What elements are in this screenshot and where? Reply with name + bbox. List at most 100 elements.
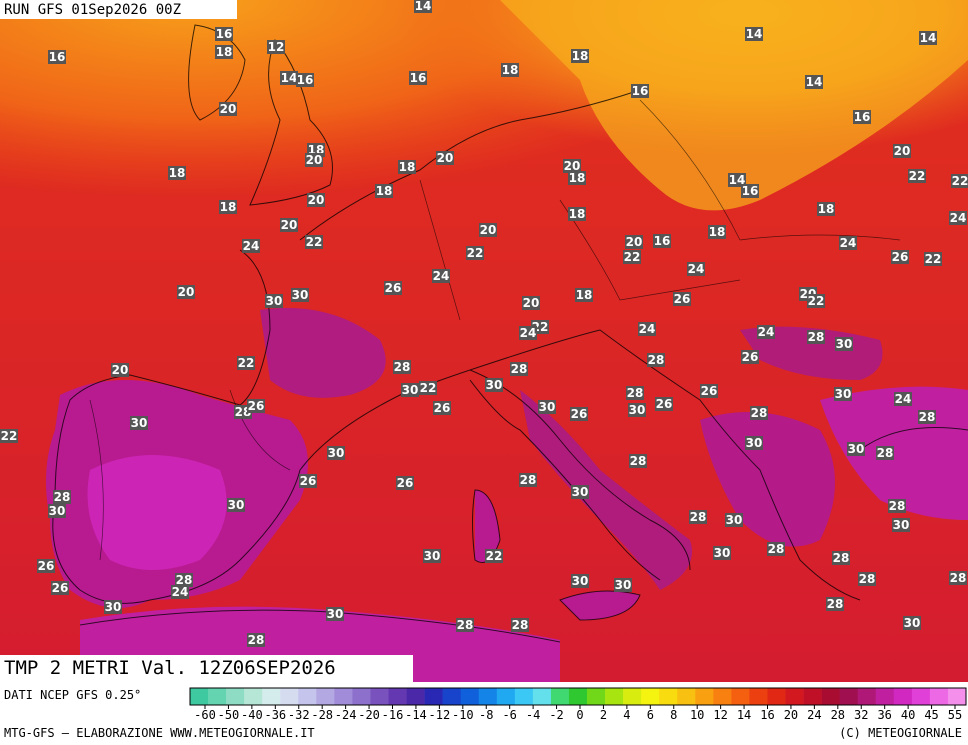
colorbar-swatch — [550, 688, 570, 705]
station-box — [393, 360, 411, 374]
station-box — [949, 211, 967, 225]
station: 14 — [805, 75, 823, 89]
station-box — [466, 246, 484, 260]
station-value: 30 — [266, 294, 283, 308]
station-value: 30 — [539, 400, 556, 414]
colorbar-label: 24 — [807, 708, 821, 722]
station: 22 — [951, 174, 968, 188]
station-box — [623, 250, 641, 264]
colorbar-swatch — [280, 688, 299, 705]
station-value: 18 — [572, 49, 589, 63]
station: 26 — [570, 407, 588, 421]
station-value: 20 — [480, 223, 497, 237]
station-box — [384, 281, 402, 295]
station-box — [111, 363, 129, 377]
station-value: 22 — [808, 294, 825, 308]
station-box — [219, 102, 237, 116]
station: 22 — [237, 356, 255, 370]
station: 30 — [571, 574, 589, 588]
station-box — [227, 498, 245, 512]
station-box — [951, 174, 968, 188]
colorbar-swatch — [911, 688, 931, 705]
station: 18 — [215, 45, 233, 59]
colorbar-swatch — [460, 688, 480, 705]
station: 30 — [326, 607, 344, 621]
station-value: 30 — [292, 288, 309, 302]
colorbar-swatch — [695, 688, 714, 705]
colorbar-swatch — [893, 688, 913, 705]
station: 24 — [242, 239, 260, 253]
colorbar-swatch — [803, 688, 822, 705]
station-box — [876, 446, 894, 460]
station-box — [511, 618, 529, 632]
station: 28 — [832, 551, 850, 565]
station-box — [571, 574, 589, 588]
colorbar-label: -14 — [405, 708, 427, 722]
station-value: 28 — [248, 633, 265, 647]
station-value: 26 — [892, 250, 909, 264]
station: 20 — [893, 144, 911, 158]
station-value: 28 — [394, 360, 411, 374]
station-box — [409, 71, 427, 85]
colorbar-label: 40 — [901, 708, 915, 722]
station-value: 26 — [701, 384, 718, 398]
station-value: 16 — [410, 71, 427, 85]
station-value: 30 — [49, 504, 66, 518]
copyright-label: (C) METEOGIORNALE — [839, 726, 962, 740]
colorbar-swatch — [947, 688, 967, 705]
station: 24 — [949, 211, 967, 225]
station: 16 — [653, 234, 671, 248]
station: 16 — [631, 84, 649, 98]
station-value: 16 — [654, 234, 671, 248]
colorbar-swatch — [857, 688, 877, 705]
station: 26 — [299, 474, 317, 488]
station-box — [903, 616, 921, 630]
station-box — [625, 235, 643, 249]
colorbar-swatch — [370, 688, 389, 705]
colorbar-label: 6 — [647, 708, 654, 722]
colorbar-label: -36 — [264, 708, 286, 722]
colorbar-swatch — [677, 688, 696, 705]
colorbar-label: -60 — [194, 708, 216, 722]
station-value: 24 — [433, 269, 450, 283]
station-value: 14 — [806, 75, 823, 89]
colorbar-label: 36 — [877, 708, 891, 722]
station-box — [908, 169, 926, 183]
station-box — [853, 110, 871, 124]
colorbar-label: -50 — [218, 708, 240, 722]
station-value: 24 — [950, 211, 967, 225]
station: 16 — [409, 71, 427, 85]
station: 16 — [296, 73, 314, 87]
station: 30 — [401, 383, 419, 397]
station-value: 28 — [520, 473, 537, 487]
station-value: 18 — [502, 63, 519, 77]
station-value: 28 — [54, 490, 71, 504]
station-box — [741, 350, 759, 364]
colorbar-label: -2 — [549, 708, 563, 722]
station-box — [219, 200, 237, 214]
station-value: 22 — [306, 235, 323, 249]
station-box — [728, 173, 746, 187]
colorbar-swatch — [424, 688, 443, 705]
station-value: 22 — [909, 169, 926, 183]
field-label: TMP 2 METRI Val. 12Z06SEP2026 — [4, 657, 336, 679]
station-value: 18 — [376, 184, 393, 198]
station: 26 — [891, 250, 909, 264]
colorbar-swatch — [749, 688, 768, 705]
colorbar-label: 8 — [670, 708, 677, 722]
station: 28 — [175, 573, 193, 587]
colorbar-swatch — [496, 688, 516, 705]
station-box — [414, 0, 432, 13]
station-value: 26 — [52, 581, 69, 595]
station-box — [171, 585, 189, 599]
station-value: 20 — [281, 218, 298, 232]
station: 30 — [485, 378, 503, 392]
station-box — [713, 546, 731, 560]
station-box — [673, 292, 691, 306]
station-value: 20 — [437, 151, 454, 165]
station-value: 20 — [308, 193, 325, 207]
station-box — [432, 269, 450, 283]
station: 18 — [571, 49, 589, 63]
station: 18 — [219, 200, 237, 214]
station-box — [519, 473, 537, 487]
